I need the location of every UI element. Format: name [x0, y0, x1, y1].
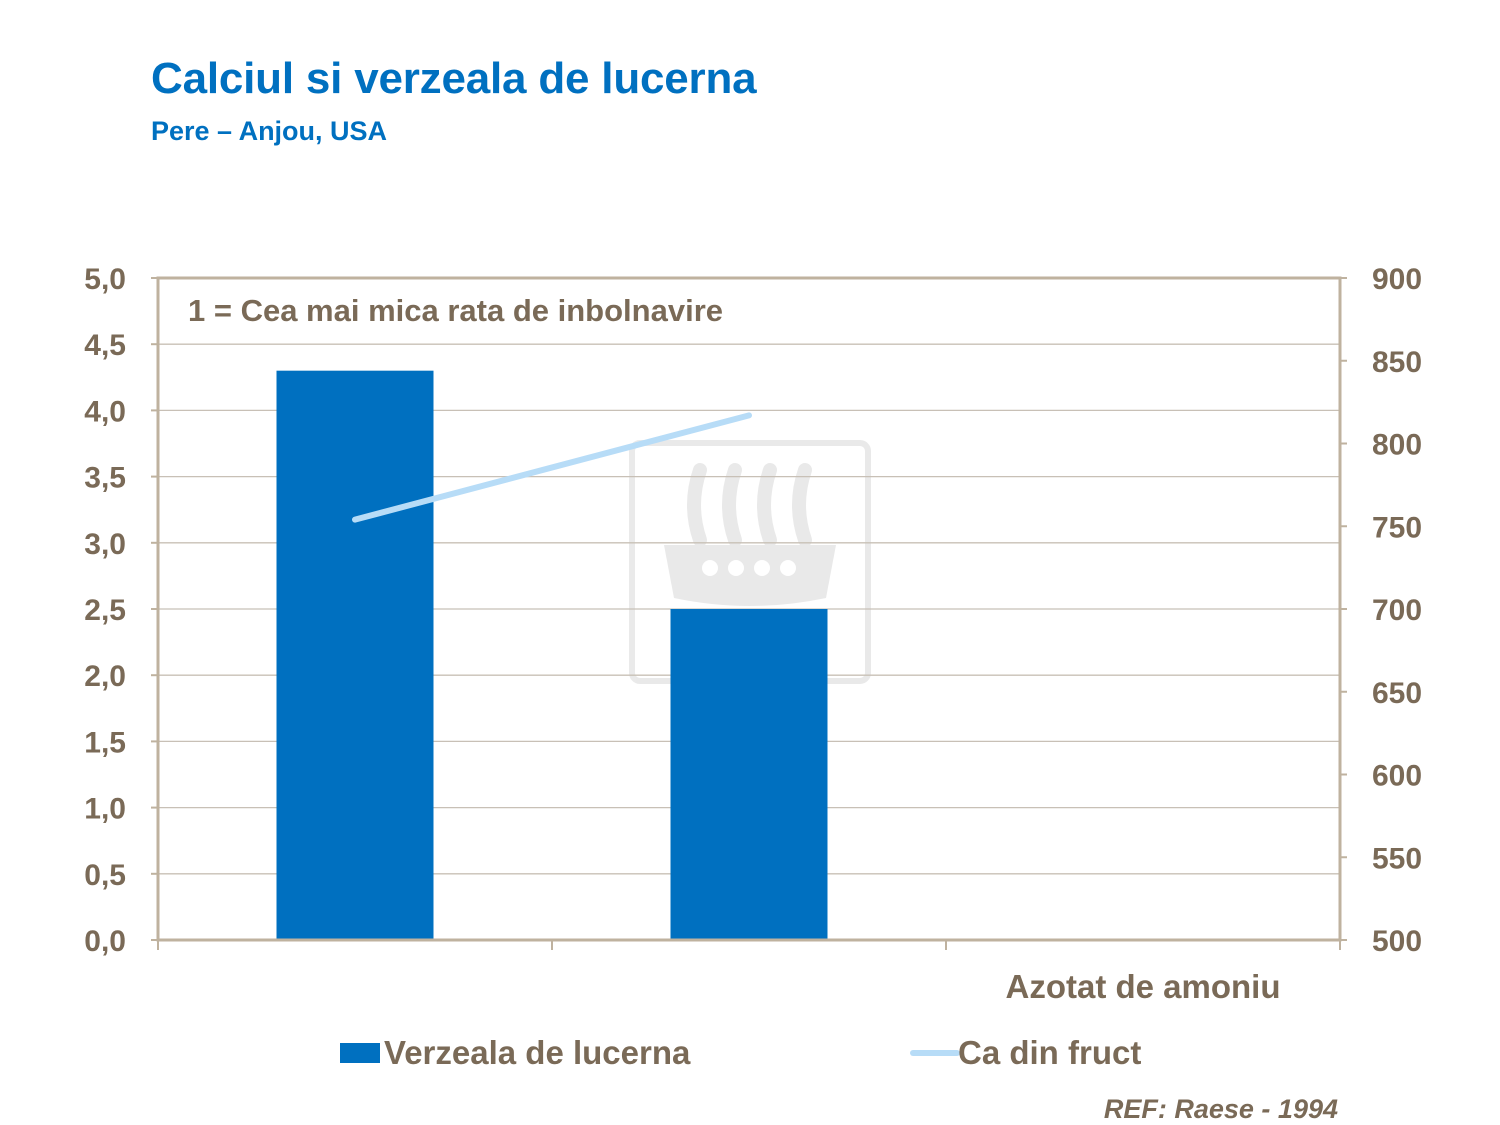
x-category-label: Azotat de amoniu [1005, 968, 1280, 1005]
left-tick-label: 1,0 [84, 793, 126, 826]
legend-bar-label: Verzeala de lucerna [384, 1034, 691, 1071]
right-tick-label: 500 [1372, 925, 1422, 958]
right-axis-ticks: 500 550 600 650 700 750 800 850 900 [1340, 263, 1422, 958]
left-tick-label: 1,5 [84, 726, 126, 759]
left-tick-label: 4,5 [84, 329, 126, 362]
right-tick-label: 600 [1372, 760, 1422, 793]
left-tick-label: 4,0 [84, 395, 126, 428]
chart-annotation: 1 = Cea mai mica rata de inbolnavire [188, 293, 723, 328]
bar [276, 370, 434, 940]
chart-subtitle: Pere – Anjou, USA [151, 116, 388, 146]
right-tick-label: 650 [1372, 677, 1422, 710]
bar [670, 609, 828, 940]
right-tick-label: 900 [1372, 263, 1422, 296]
series-line [352, 412, 752, 523]
bar-series [276, 370, 828, 940]
reference-note: REF: Raese - 1994 [1103, 1094, 1338, 1124]
right-tick-label: 750 [1372, 511, 1422, 544]
right-tick-label: 850 [1372, 346, 1422, 379]
legend-bar-swatch [340, 1043, 380, 1063]
legend: Verzeala de lucerna Ca din fruct [340, 1034, 1141, 1071]
legend-line-label: Ca din fruct [958, 1034, 1141, 1071]
left-tick-label: 0,5 [84, 859, 126, 892]
right-tick-label: 700 [1372, 594, 1422, 627]
left-tick-label: 2,0 [84, 660, 126, 693]
x-axis-labels: Azotat de amoniu [1005, 968, 1280, 1005]
left-tick-label: 3,0 [84, 528, 126, 561]
chart-title: Calciul si verzeala de lucerna [151, 54, 757, 103]
left-tick-label: 5,0 [84, 263, 126, 296]
right-tick-label: 800 [1372, 429, 1422, 462]
right-tick-label: 550 [1372, 842, 1422, 875]
left-tick-label: 3,5 [84, 462, 126, 495]
line-series [352, 412, 752, 523]
left-tick-label: 2,5 [84, 594, 126, 627]
left-axis-ticks: 0,0 0,5 1,0 1,5 2,0 2,5 3,0 3,5 4,0 4,5 5,0 [84, 263, 158, 958]
left-tick-label: 0,0 [84, 925, 126, 958]
